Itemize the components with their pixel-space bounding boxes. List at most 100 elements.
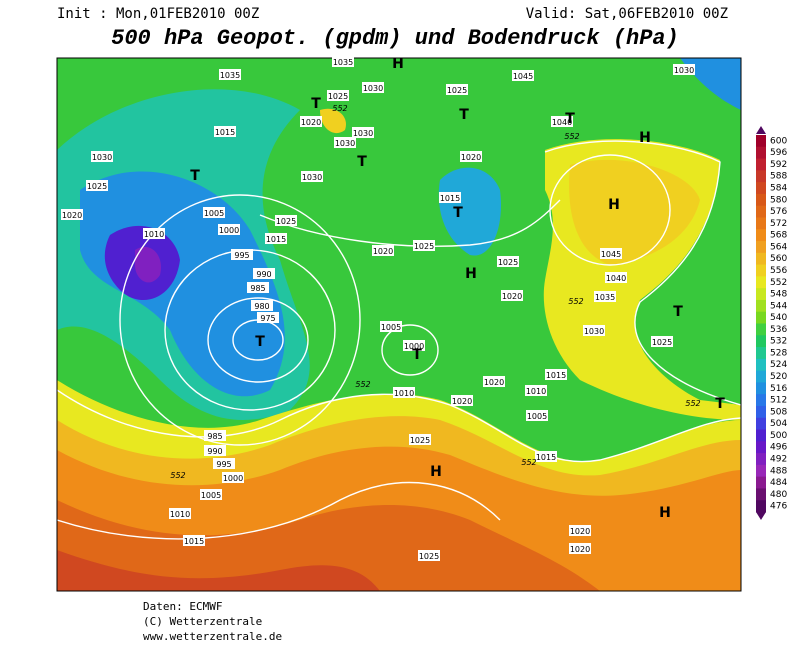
isobar-label: 980 (254, 302, 269, 311)
isobar-label: 995 (216, 460, 231, 469)
isobar-label: 1020 (570, 545, 590, 554)
colorbar-swatch (756, 217, 766, 230)
isobar-label: 1020 (484, 378, 504, 387)
colorbar-swatch (756, 347, 766, 360)
colorbar-label: 560 (770, 254, 787, 264)
isobar-label-box (352, 127, 374, 138)
height-label: 552 (355, 380, 370, 389)
isobar-label: 1025 (447, 86, 467, 95)
isobar-label: 1005 (204, 209, 224, 218)
isobar-label: 1030 (302, 173, 322, 182)
isobar-label: 1020 (301, 118, 321, 127)
isobar-label-box (204, 430, 226, 441)
isobar-label: 985 (250, 284, 265, 293)
isobar-label-box (569, 543, 591, 554)
isobar-label-box (594, 291, 616, 302)
colorbar-swatch (756, 453, 766, 466)
isobar-label: 1035 (333, 58, 353, 67)
colorbar-label: 584 (770, 184, 787, 194)
isobar-label: 1010 (394, 389, 414, 398)
height-label: 552 (521, 458, 536, 467)
colorbar-label: 556 (770, 266, 787, 276)
isobar-label: 1015 (536, 453, 556, 462)
colorbar-swatch (756, 146, 766, 160)
isobar-label-box (275, 215, 297, 226)
isobar-label-box (334, 137, 356, 148)
colorbar-label: 512 (770, 396, 787, 406)
map-title: 500 hPa Geopot. (gpdm) und Bodendruck (h… (111, 26, 679, 51)
colorbar-label: 600 (770, 136, 787, 146)
isobar-label-box (372, 245, 394, 256)
isobar-label: 1025 (419, 552, 439, 561)
colorbar-label: 480 (770, 490, 787, 500)
colorbar-label: 540 (770, 313, 787, 323)
isobar-label-box (451, 395, 473, 406)
colorbar-label: 548 (770, 290, 787, 300)
colorbar-label: 508 (770, 407, 787, 417)
isobar-label-box (497, 256, 519, 267)
isobar-label: 1020 (461, 153, 481, 162)
isobar-label: 1030 (353, 129, 373, 138)
pressure-center: T (715, 396, 725, 412)
colorbar-swatch (756, 323, 766, 336)
isobar-label: 1020 (373, 247, 393, 256)
isobar-label: 975 (260, 314, 275, 323)
isobar-label: 1030 (92, 153, 112, 162)
isobar-label-box (265, 233, 287, 244)
colorbar-label: 528 (770, 348, 787, 358)
colorbar-swatch (756, 135, 766, 148)
isobar-label-box (214, 126, 236, 137)
pressure-center: T (357, 154, 367, 170)
isobar-label: 990 (256, 270, 271, 279)
height-label: 552 (564, 132, 579, 141)
isobar-label: 985 (207, 432, 222, 441)
colorbar-label: 552 (770, 278, 787, 288)
colorbar-label: 520 (770, 372, 787, 382)
pressure-center: T (459, 107, 469, 123)
isobar-label: 1030 (584, 327, 604, 336)
pressure-center: T (190, 168, 200, 184)
isobar-label: 1015 (215, 128, 235, 137)
colorbar-swatch (756, 158, 766, 171)
source: Daten: ECMWF (143, 600, 222, 613)
isobar-label: 1020 (62, 211, 82, 220)
isobar-label: 1040 (606, 274, 626, 283)
isobar-label-box (222, 472, 244, 483)
colorbar-label: 544 (770, 301, 787, 311)
isobar-label: 1045 (601, 250, 621, 259)
colorbar-label: 484 (770, 478, 787, 488)
isobar-label: 1005 (381, 323, 401, 332)
colorbar-swatch (756, 429, 766, 442)
isobar-label-box (651, 336, 673, 347)
colorbar-label: 572 (770, 219, 787, 229)
colorbar-label: 532 (770, 337, 787, 347)
colorbar-swatch (756, 500, 766, 513)
isobar-label: 1030 (335, 139, 355, 148)
height-label: 552 (332, 104, 347, 113)
isobar-label-box (446, 84, 468, 95)
colorbar-swatch (756, 311, 766, 324)
colorbar-swatch (756, 299, 766, 313)
pressure-center: T (673, 304, 683, 320)
isobar-label-box (213, 458, 235, 469)
website: www.wetterzentrale.de (143, 630, 282, 643)
isobar-label: 1035 (220, 71, 240, 80)
isobar-label: 995 (234, 251, 249, 260)
colorbar-swatch (756, 417, 766, 431)
colorbar-label: 496 (770, 443, 787, 453)
isobar-label-box (247, 282, 269, 293)
colorbar-label: 524 (770, 360, 787, 370)
isobar-label: 1020 (452, 397, 472, 406)
height-label: 552 (568, 297, 583, 306)
colorbar-swatch (756, 358, 766, 372)
isobar-label-box (86, 180, 108, 191)
init-time: Init : Mon,01FEB2010 00Z (57, 6, 259, 22)
isobar-label: 1010 (526, 387, 546, 396)
colorbar-label: 536 (770, 325, 787, 335)
colorbar-label: 564 (770, 242, 787, 252)
colorbar-label: 596 (770, 148, 787, 158)
isobar-label-box (251, 300, 273, 311)
height-label: 552 (685, 399, 700, 408)
isobar-label: 1045 (513, 72, 533, 81)
pressure-center: T (453, 205, 463, 221)
